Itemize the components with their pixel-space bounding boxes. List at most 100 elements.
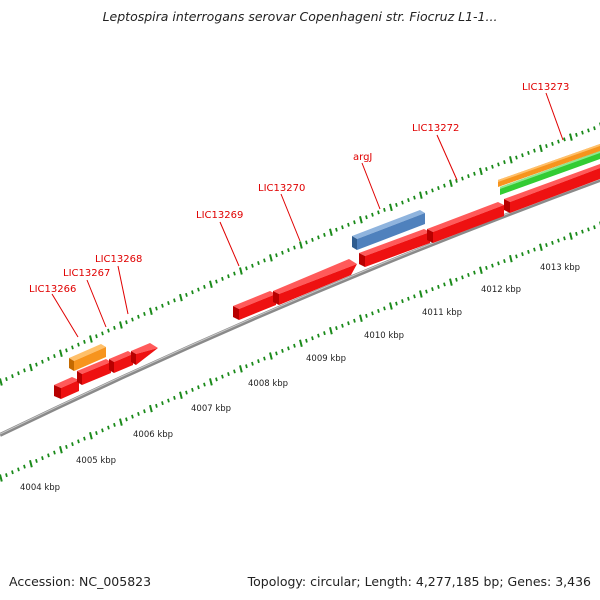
cds-argJ[interactable] (357, 213, 425, 250)
inner-track-tick (491, 263, 494, 268)
inner-track-tick (359, 314, 363, 323)
genome-backbone-highlight (0, 178, 600, 435)
outer-track-tick (335, 227, 338, 232)
outer-track-tick (557, 139, 560, 144)
outer-track-tick (149, 307, 153, 316)
gene-LIC13272-side (427, 229, 433, 243)
gene-LIC13269-side (233, 306, 239, 320)
inner-track-tick (65, 444, 68, 449)
outer-track-tick (401, 200, 404, 205)
outer-track-tick (83, 339, 86, 344)
outer-track-tick (467, 174, 470, 179)
outer-track-tick (29, 363, 33, 372)
gene-LIC13269[interactable] (239, 294, 276, 320)
outer-track-tick (407, 198, 410, 203)
gene-LIC13268[interactable] (114, 354, 133, 373)
inner-track-tick (203, 382, 206, 387)
outer-track-tick (419, 191, 423, 199)
inner-track-tick (191, 387, 194, 392)
inner-track-tick (263, 356, 266, 361)
gene-label-LIC13266[interactable]: LIC13266 (29, 284, 76, 295)
inner-track-tick (467, 272, 470, 277)
outer-track-tick (77, 342, 80, 347)
inner-track-tick (197, 385, 200, 390)
inner-track-tick (581, 229, 584, 234)
inner-track-tick (371, 311, 374, 316)
inner-track-tick (41, 456, 44, 461)
tick-label-4010: 4010 kbp (364, 331, 404, 341)
outer-track-tick (239, 267, 243, 275)
tick-labels: 4004 kbp 4005 kbp 4006 kbp 4007 kbp 4008… (20, 263, 580, 493)
outer-track-tick (359, 216, 363, 224)
outer-track-tick (383, 207, 386, 212)
cds-orange-LIC13266[interactable] (74, 347, 106, 371)
gene-label-LIC13273[interactable]: LIC13273 (522, 82, 569, 93)
inner-track-tick (449, 278, 453, 286)
outer-track-tick (287, 248, 290, 253)
gene-LIC13268-top (109, 351, 133, 362)
outer-track-tick (221, 276, 224, 281)
gene-label-LIC13272[interactable]: LIC13272 (412, 123, 459, 134)
outer-track-tick (281, 250, 284, 255)
inner-track-tick (425, 289, 428, 294)
outer-track-tick (209, 280, 213, 288)
gene-labels: LIC13266 LIC13267 LIC13268 LIC13269 LIC1… (29, 82, 569, 295)
gene-label-LIC13270[interactable]: LIC13270 (258, 183, 305, 194)
outer-track-tick (167, 301, 170, 306)
inner-track-tick (461, 275, 464, 280)
outer-track-tick (503, 160, 506, 165)
outer-track-tick (59, 349, 63, 357)
outer-track-tick (431, 188, 434, 193)
inner-track-tick (575, 231, 578, 236)
outer-track-tick (53, 354, 56, 359)
outer-track-tick (263, 258, 266, 263)
inner-track-tick (143, 409, 146, 414)
outer-track-tick (389, 203, 393, 212)
outer-track-tick (107, 328, 110, 333)
inner-track-tick (521, 252, 524, 257)
outer-track-tick (587, 128, 590, 133)
outer-track-tick (347, 222, 350, 227)
gene-label-argJ[interactable]: argJ (353, 152, 372, 163)
inner-track-tick (509, 254, 513, 263)
gene-small-a[interactable] (136, 348, 158, 365)
inner-track-tick (563, 236, 566, 241)
outer-track-tick (71, 345, 74, 350)
gene-LIC13273[interactable] (510, 168, 600, 213)
outer-track-tick (299, 241, 303, 249)
inner-track-tick (311, 336, 314, 341)
outer-track-tick (113, 325, 116, 330)
inner-track-tick (257, 359, 260, 364)
inner-track-tick (485, 265, 488, 270)
outer-track-tick (293, 245, 296, 250)
inner-track-tick (497, 261, 500, 266)
inner-track-tick (215, 377, 218, 382)
gene-argJ[interactable] (365, 232, 430, 267)
outer-track-tick (119, 321, 123, 329)
inner-track-tick (113, 422, 116, 427)
inner-track-tick (533, 247, 536, 252)
outer-track-tick (461, 176, 464, 181)
outer-track-tick (521, 153, 524, 158)
outer-track-tick (341, 225, 344, 230)
inner-track-tick (335, 326, 338, 331)
inner-track-tick (377, 308, 380, 313)
inner-track-tick (275, 351, 278, 356)
outer-track-tick (395, 202, 398, 207)
gene-LIC13267-top (77, 359, 111, 374)
gene-LIC13272[interactable] (433, 205, 504, 243)
gene-LIC13270[interactable] (279, 264, 357, 305)
tick-label-4011: 4011 kbp (422, 308, 462, 318)
gene-label-LIC13268[interactable]: LIC13268 (95, 254, 142, 265)
gene-label-LIC13269[interactable]: LIC13269 (196, 210, 243, 221)
gene-small-a-side (131, 351, 136, 365)
gene-label-LIC13267[interactable]: LIC13267 (63, 268, 110, 279)
inner-track-tick (419, 290, 423, 298)
outer-track-tick (143, 311, 146, 316)
gene-LIC13270-top (273, 259, 357, 294)
gene-LIC13266[interactable] (54, 385, 61, 399)
gene-LIC13267[interactable] (82, 362, 111, 385)
outer-track-tick (185, 292, 188, 297)
inner-track-tick (353, 318, 356, 323)
inner-track-tick (287, 346, 290, 351)
